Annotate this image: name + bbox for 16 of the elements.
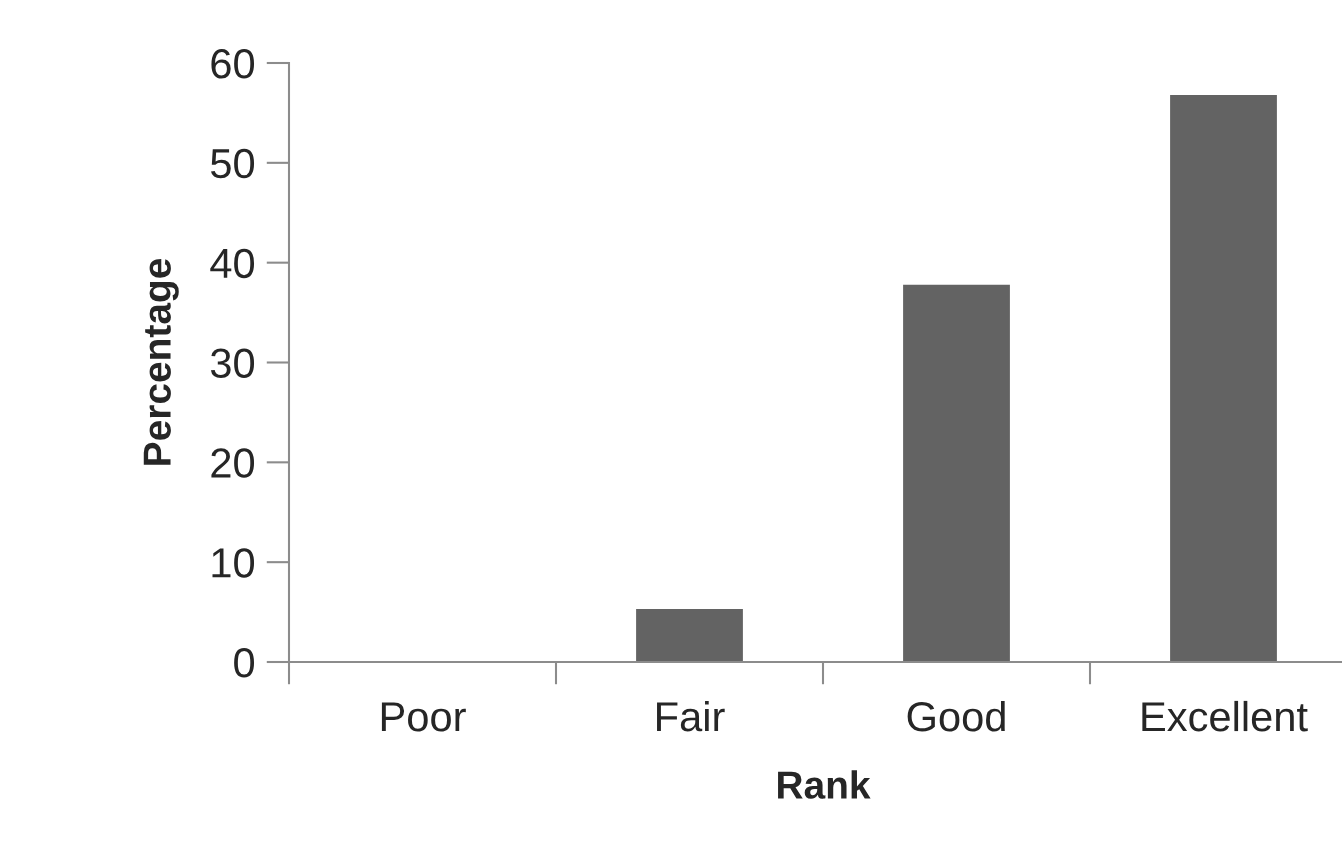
x-tick-label: Good <box>907 700 1005 732</box>
y-tick-label: 60 <box>211 49 255 79</box>
y-tick-label: 40 <box>210 248 255 279</box>
x-tick-label: Poor <box>381 702 466 732</box>
bar <box>903 284 1010 662</box>
y-tick-label: 0 <box>234 648 255 678</box>
bar <box>636 609 743 662</box>
x-tick-label: Excellent <box>1142 700 1308 732</box>
y-tick-label: 30 <box>210 348 255 379</box>
bar <box>1170 94 1277 662</box>
y-tick-label: 50 <box>210 148 255 179</box>
y-axis-title: Percentage <box>143 258 179 465</box>
y-tick-label: 10 <box>212 548 255 578</box>
y-tick-label: 20 <box>211 448 255 478</box>
x-axis-title: Rank <box>778 770 871 799</box>
x-tick-label: Fair <box>657 700 725 732</box>
